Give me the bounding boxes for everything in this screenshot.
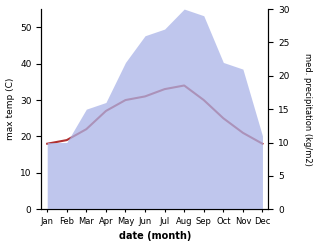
X-axis label: date (month): date (month) (119, 231, 191, 242)
Y-axis label: med. precipitation (kg/m2): med. precipitation (kg/m2) (303, 53, 313, 165)
Y-axis label: max temp (C): max temp (C) (5, 78, 15, 140)
